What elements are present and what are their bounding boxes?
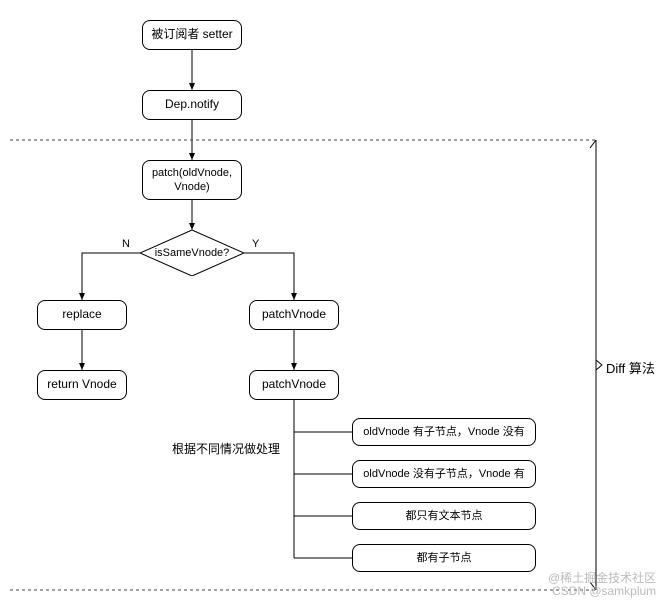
- node-label: patchVnode: [262, 307, 326, 323]
- node-case4: 都有子节点: [352, 544, 536, 572]
- node-label: 被订阅者 setter: [151, 27, 232, 43]
- watermark-line2: CSDN @samkplum: [548, 585, 656, 598]
- node-label: Dep.notify: [165, 97, 219, 113]
- decision-label: isSameVnode?: [140, 247, 244, 259]
- node-return-vnode: return Vnode: [37, 370, 127, 400]
- watermark: @稀土掘金技术社区 CSDN @samkplum: [548, 572, 656, 598]
- node-replace: replace: [37, 300, 127, 330]
- label-case-header: 根据不同情况做处理: [172, 440, 280, 457]
- node-case2: oldVnode 没有子节点，Vnode 有: [352, 460, 536, 488]
- node-decision: isSameVnode?: [140, 230, 244, 276]
- node-patchvnode2: patchVnode: [249, 370, 339, 400]
- node-label: return Vnode: [47, 377, 116, 393]
- node-patch: patch(oldVnode, Vnode): [142, 160, 242, 200]
- label-yes: Y: [252, 238, 259, 250]
- label-diff: Diff 算法: [606, 358, 655, 377]
- node-case1: oldVnode 有子节点，Vnode 没有: [352, 418, 536, 446]
- node-patchvnode1: patchVnode: [249, 300, 339, 330]
- label-no: N: [122, 238, 130, 250]
- node-label: oldVnode 没有子节点，Vnode 有: [363, 467, 524, 481]
- node-setter: 被订阅者 setter: [142, 20, 242, 50]
- node-notify: Dep.notify: [142, 90, 242, 120]
- node-label: oldVnode 有子节点，Vnode 没有: [363, 425, 524, 439]
- node-case3: 都只有文本节点: [352, 502, 536, 530]
- node-label: patchVnode: [262, 377, 326, 393]
- node-label: 都有子节点: [417, 551, 472, 565]
- node-label: patch(oldVnode, Vnode): [151, 166, 233, 195]
- node-label: 都只有文本节点: [406, 509, 483, 523]
- node-label: replace: [62, 307, 101, 323]
